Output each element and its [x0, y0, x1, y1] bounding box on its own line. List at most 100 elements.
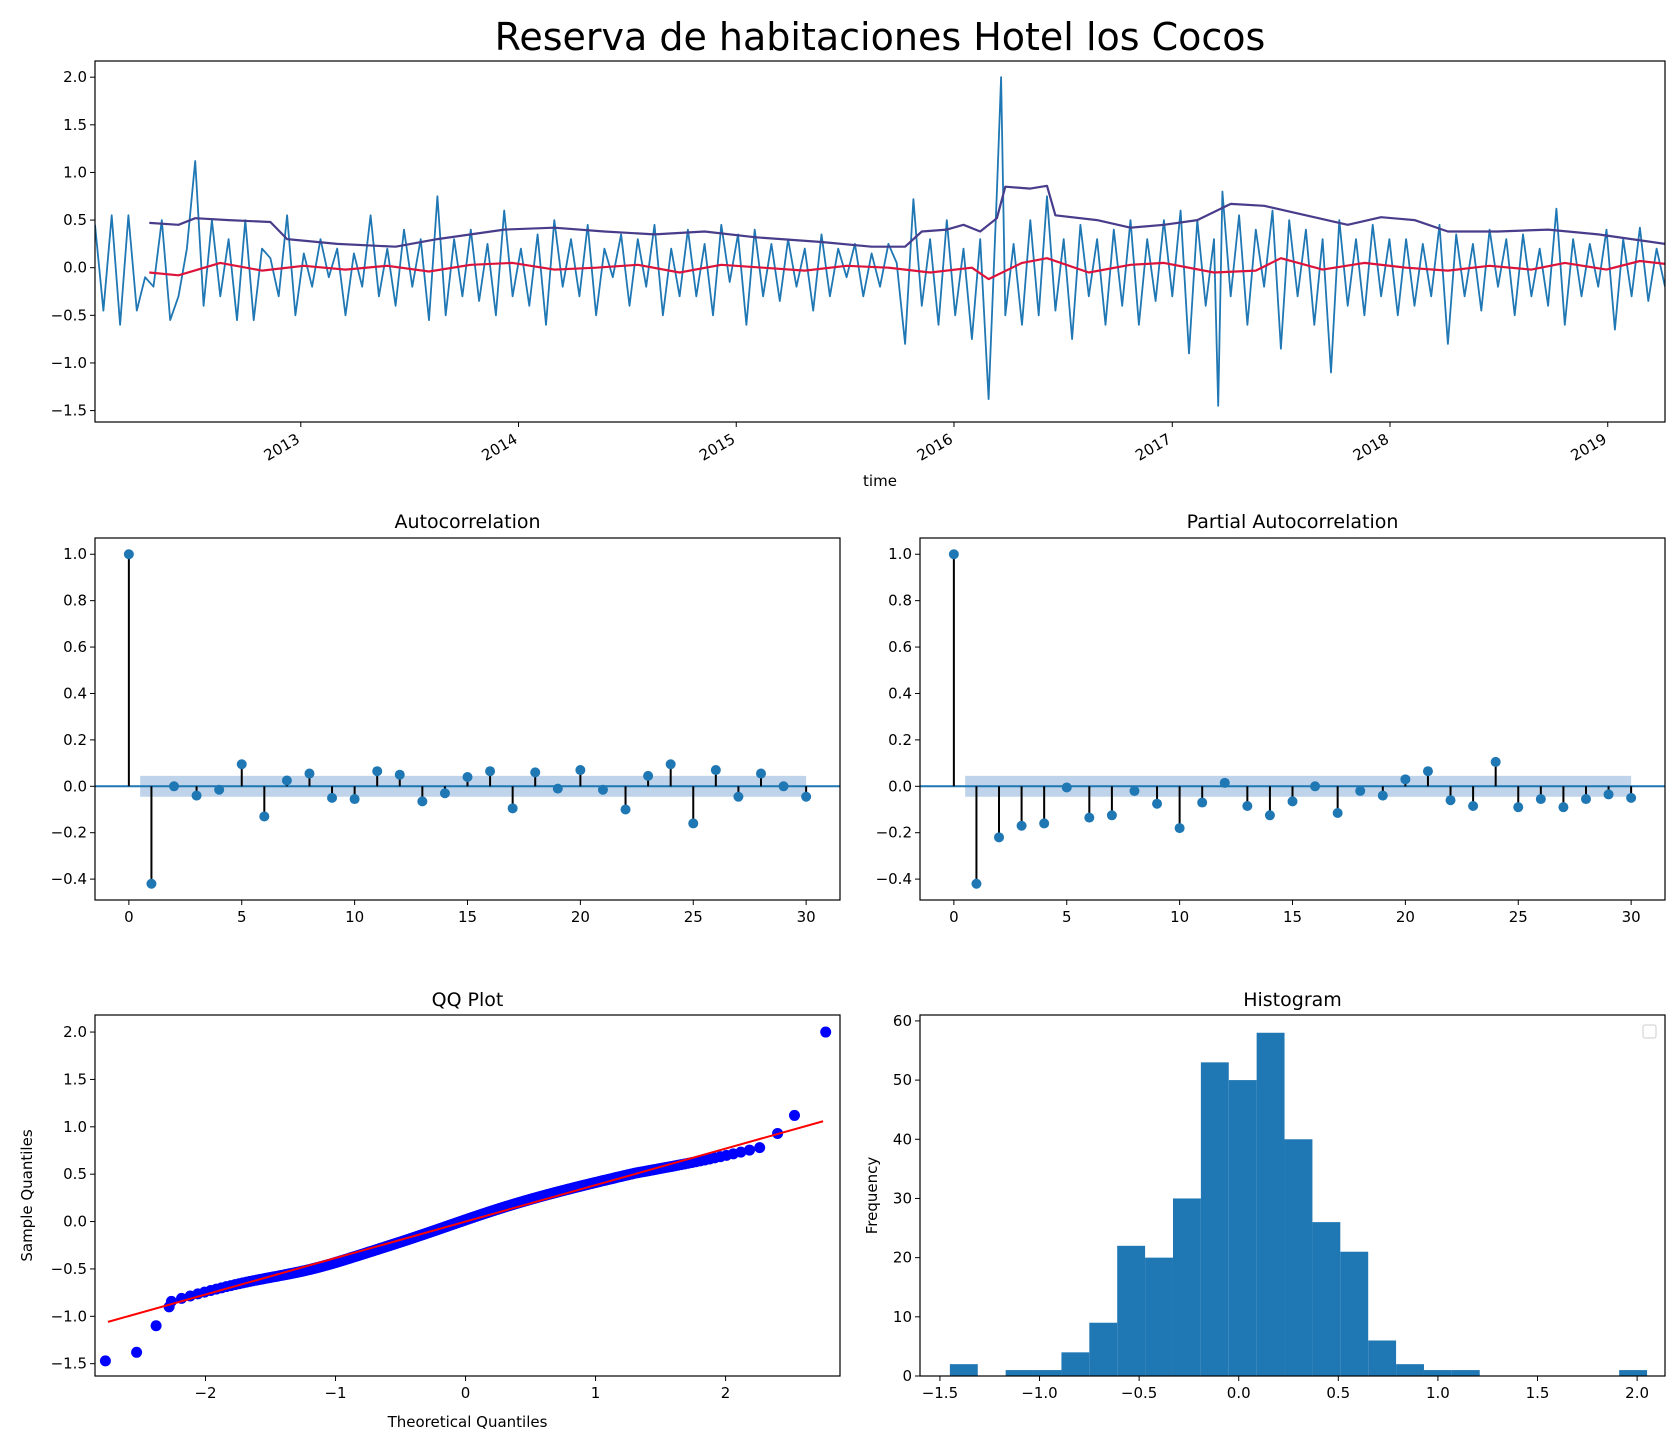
histogram-bar: [1312, 1222, 1341, 1376]
x-tick-label: 20: [571, 908, 590, 926]
qq-point: [754, 1142, 766, 1154]
x-tick-label: 2: [721, 1384, 731, 1402]
y-tick-label: 1.0: [63, 545, 87, 563]
histogram-bar: [1005, 1370, 1034, 1376]
y-tick-label: 20: [893, 1249, 912, 1267]
y-tick-label: 0.8: [888, 592, 912, 610]
stem-marker: [1355, 785, 1366, 796]
y-tick-label: −0.5: [51, 1260, 87, 1278]
stem-marker: [597, 784, 608, 795]
stem-marker: [214, 784, 225, 795]
x-tick-label: 30: [1622, 908, 1641, 926]
y-tick-label: 0.6: [63, 638, 87, 656]
histogram-bar: [1451, 1370, 1480, 1376]
stem-marker: [948, 549, 959, 560]
x-tick-label: −1.5: [922, 1384, 958, 1402]
stem-marker: [1106, 810, 1117, 821]
stem-marker: [575, 765, 586, 776]
y-tick-label: −0.4: [876, 870, 912, 888]
stem-marker: [439, 788, 450, 799]
x-tick-label: −2: [194, 1384, 216, 1402]
x-tick-label: 20: [1396, 908, 1415, 926]
plot-frame: [94, 1014, 841, 1377]
stem-marker: [1219, 777, 1230, 788]
y-tick-label: −0.2: [51, 824, 87, 842]
y-tick-label: −0.2: [876, 824, 912, 842]
stem-marker: [1129, 785, 1140, 796]
qq-point: [820, 1026, 832, 1038]
x-tick-label: 0: [124, 908, 134, 926]
histogram-bar: [1619, 1370, 1648, 1376]
y-tick-label: 0: [902, 1367, 912, 1385]
histogram-bar: [1340, 1251, 1369, 1376]
y-tick-label: 0.5: [63, 211, 87, 229]
stem-marker: [620, 804, 631, 815]
stem-marker: [1287, 796, 1298, 807]
qq-point: [788, 1109, 800, 1121]
stem-marker: [665, 759, 676, 770]
x-tick-label: 1.5: [1526, 1384, 1550, 1402]
plot-frame: [94, 60, 1666, 423]
y-tick-label: 50: [893, 1071, 912, 1089]
stem-marker: [552, 783, 563, 794]
histogram-bar: [1061, 1352, 1090, 1376]
chart-title: Histogram: [1243, 989, 1342, 1011]
stem-marker: [1061, 782, 1072, 793]
stem-marker: [801, 791, 812, 802]
histogram-bar: [1033, 1370, 1062, 1376]
stem-marker: [259, 811, 270, 822]
y-tick-label: 2.0: [63, 1023, 87, 1041]
series-line: [95, 76, 1665, 407]
histogram-bar: [1172, 1198, 1201, 1376]
histogram-bar: [1200, 1062, 1229, 1376]
stem-marker: [123, 549, 134, 560]
y-tick-label: 60: [893, 1012, 912, 1030]
x-tick-label: 0: [461, 1384, 471, 1402]
qq-point: [99, 1355, 111, 1367]
stem-marker: [1197, 797, 1208, 808]
stem-marker: [778, 781, 789, 792]
y-tick-label: 40: [893, 1130, 912, 1148]
x-tick-label: −0.5: [1121, 1384, 1157, 1402]
y-tick-label: 0.5: [63, 1165, 87, 1183]
stem-marker: [349, 794, 360, 805]
stem-marker: [643, 770, 654, 781]
stem-marker: [1626, 792, 1637, 803]
stem-marker: [1242, 801, 1253, 812]
histogram-panel: Histogram 0 10 20 30 40 50 60 −1.5 −1.0 −0.5 0.0 0.5…: [863, 989, 1666, 1402]
y-tick-label: 0.0: [63, 259, 87, 277]
stem-marker: [994, 832, 1005, 843]
stem-marker: [710, 765, 721, 776]
stem-marker: [236, 759, 247, 770]
y-tick-label: 0.2: [888, 731, 912, 749]
qq-plot-panel: QQ Plot −1.5 −1.0 −0.5 0.0 0.5 1.0 1.5 2.0 −2 −1 0 1…: [18, 989, 841, 1431]
x-tick-label: 0: [949, 908, 959, 926]
stem-marker: [485, 766, 496, 777]
x-tick-label: 1: [591, 1384, 601, 1402]
stem-marker: [1332, 807, 1343, 818]
y-tick-label: −1.0: [51, 1307, 87, 1325]
rolling-std-line: [149, 184, 1665, 248]
histogram-bar: [1256, 1032, 1285, 1376]
chart-title: Autocorrelation: [394, 511, 540, 533]
x-tick-label: 30: [797, 908, 816, 926]
y-tick-label: 0.4: [63, 684, 87, 702]
stem-marker: [1603, 789, 1614, 800]
stem-marker: [1310, 781, 1321, 792]
histogram-bar: [1228, 1080, 1257, 1376]
plot-frame: [919, 1014, 1666, 1377]
y-tick-label: 0.6: [888, 638, 912, 656]
stem-marker: [304, 768, 315, 779]
y-tick-label: 0.8: [63, 592, 87, 610]
qq-point: [744, 1144, 756, 1156]
x-tick-label: 15: [458, 908, 477, 926]
y-tick-label: −1.5: [51, 1355, 87, 1373]
stem-marker: [1400, 774, 1411, 785]
y-tick-label: −0.5: [51, 306, 87, 324]
y-tick-label: 1.0: [63, 1118, 87, 1136]
x-tick-label: 25: [1509, 908, 1528, 926]
y-tick-label: 0.0: [888, 777, 912, 795]
y-tick-label: 1.0: [63, 163, 87, 181]
y-tick-label: 0.0: [63, 777, 87, 795]
x-tick-label: 0.0: [1227, 1384, 1251, 1402]
